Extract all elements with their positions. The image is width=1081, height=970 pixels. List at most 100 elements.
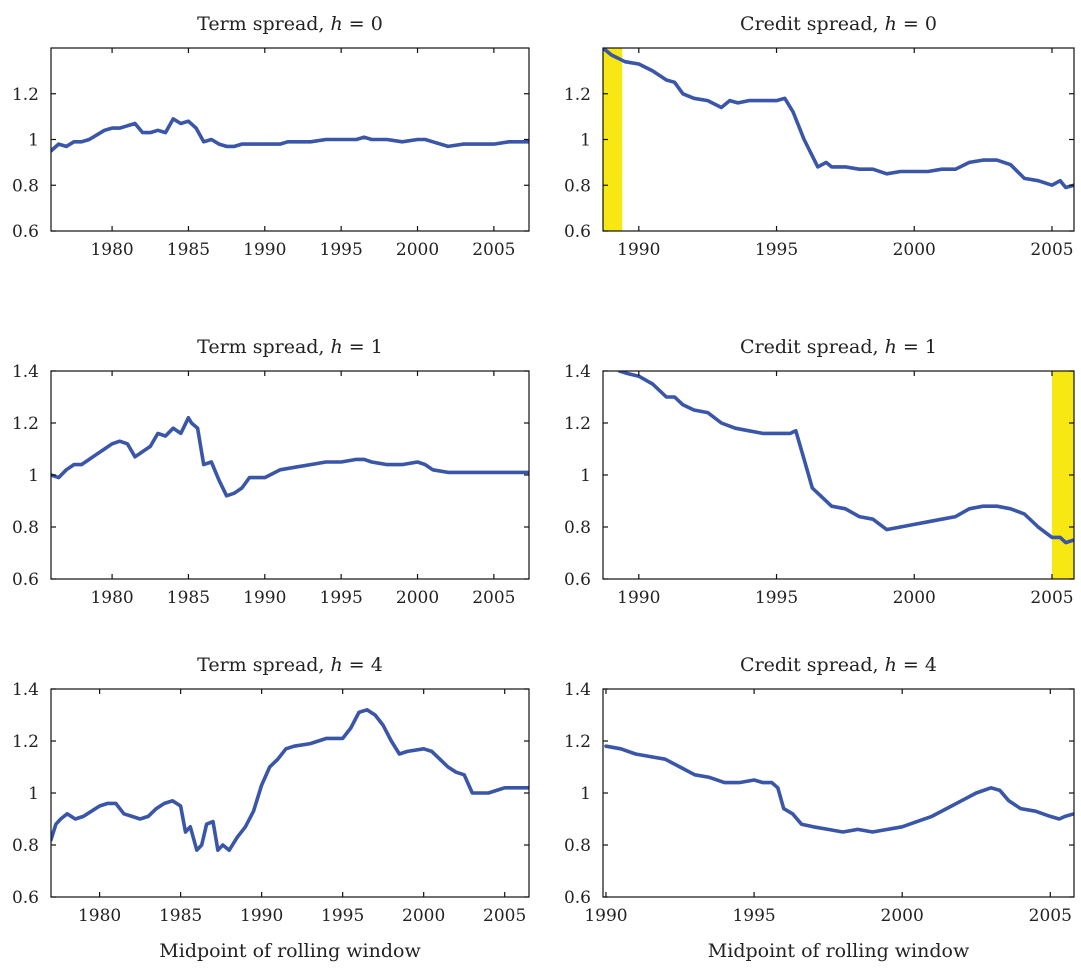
title-variable: h <box>885 654 897 676</box>
y-tick-label: 1 <box>28 784 39 804</box>
y-tick-label: 1.2 <box>12 85 39 105</box>
x-tick-label: 2000 <box>396 240 439 260</box>
y-tick-label: 0.8 <box>12 836 39 856</box>
x-tick-label: 2005 <box>483 906 526 926</box>
plot-frame <box>50 370 530 580</box>
y-tick-label: 0.8 <box>564 836 591 856</box>
chart-title: Term spread, h = 1 <box>197 336 383 358</box>
y-tick-label: 1.4 <box>12 362 39 382</box>
x-tick-label: 1995 <box>755 588 798 608</box>
x-tick-label: 1990 <box>240 906 283 926</box>
y-tick-label: 1.4 <box>12 680 39 700</box>
x-tick-label: 2005 <box>472 588 515 608</box>
x-tick-label: 2000 <box>396 588 439 608</box>
chart-title: Credit spread, h = 1 <box>740 336 937 358</box>
y-tick-label: 0.6 <box>564 570 591 590</box>
y-tick-label: 0.6 <box>12 222 39 242</box>
title-variable: h <box>331 13 343 35</box>
title-text: Credit spread, <box>740 654 885 676</box>
x-tick-label: 2000 <box>893 240 936 260</box>
highlight-band <box>1051 371 1074 579</box>
title-text: Credit spread, <box>740 13 885 35</box>
y-tick-label: 1.2 <box>564 85 591 105</box>
title-equals: = 0 <box>897 13 937 35</box>
y-tick-label: 1.2 <box>564 414 591 434</box>
chart-panel-3: 1980 1985 1990 1995 2000 2005 0.6 0.8 1 1.2 1.4 Ter… <box>12 336 530 608</box>
title-variable: h <box>331 336 343 358</box>
x-axis-label: Midpoint of rolling window <box>708 940 970 962</box>
x-tick-label: 1995 <box>320 588 363 608</box>
y-tick-label: 0.6 <box>12 570 39 590</box>
x-tick-label: 1995 <box>320 240 363 260</box>
y-tick-label: 0.8 <box>564 518 591 538</box>
y-tick-label: 1 <box>580 784 591 804</box>
y-tick-label: 1.2 <box>564 732 591 752</box>
title-equals: = 1 <box>897 336 937 358</box>
x-tick-label: 1995 <box>755 240 798 260</box>
plot-frame <box>50 47 530 232</box>
x-tick-label: 1990 <box>617 240 660 260</box>
title-text: Term spread, <box>197 13 330 35</box>
title-equals: = 4 <box>897 654 937 676</box>
x-tick-label: 1980 <box>78 906 121 926</box>
series-line-1 <box>617 371 1074 545</box>
chart-title: Credit spread, h = 4 <box>740 654 937 676</box>
x-tick-label: 1995 <box>732 906 775 926</box>
y-tick-label: 0.6 <box>564 888 591 908</box>
x-tick-label: 1990 <box>584 906 627 926</box>
y-tick-label: 1.2 <box>12 414 39 434</box>
title-variable: h <box>331 654 343 676</box>
chart-panel-4: 1990 1995 2000 2005 0.6 0.8 1 1.2 1.4 Credit spre… <box>564 336 1075 608</box>
y-tick-label: 0.8 <box>12 176 39 196</box>
x-tick-label: 1985 <box>167 240 210 260</box>
plot-frame <box>602 47 1075 232</box>
chart-panel-6: 1990 1995 2000 2005 0.6 0.8 1 1.2 1.4 Credit spre… <box>564 654 1075 962</box>
x-axis-label: Midpoint of rolling window <box>159 940 421 962</box>
x-tick-label: 1985 <box>159 906 202 926</box>
y-tick-label: 0.6 <box>12 888 39 908</box>
chart-panel-1: 1980 1985 1990 1995 2000 2005 0.6 0.8 1 1.2 Term s… <box>12 13 530 260</box>
title-equals: = 4 <box>343 654 383 676</box>
title-text: Credit spread, <box>740 336 885 358</box>
y-tick-label: 1 <box>28 131 39 151</box>
x-tick-label: 1990 <box>243 588 286 608</box>
x-tick-label: 2000 <box>402 906 445 926</box>
x-tick-label: 2005 <box>1030 588 1073 608</box>
y-tick-label: 1.4 <box>564 362 591 382</box>
series-line-1 <box>51 415 529 498</box>
chart-panel-2: 1990 1995 2000 2005 0.6 0.8 1 1.2 Credit spread,… <box>564 13 1075 260</box>
x-tick-label: 2000 <box>881 906 924 926</box>
y-tick-label: 1.4 <box>564 680 591 700</box>
y-tick-label: 1 <box>580 466 591 486</box>
title-equals: = 0 <box>343 13 383 35</box>
y-tick-label: 0.8 <box>12 518 39 538</box>
title-equals: = 1 <box>343 336 383 358</box>
title-text: Term spread, <box>197 336 330 358</box>
title-variable: h <box>885 336 897 358</box>
chart-panel-5: 1980 1985 1990 1995 2000 2005 0.6 0.8 1 1.2 1.4 Ter… <box>12 654 530 962</box>
x-tick-label: 1990 <box>617 588 660 608</box>
title-variable: h <box>885 13 897 35</box>
x-tick-label: 2005 <box>1030 240 1073 260</box>
chart-title: Credit spread, h = 0 <box>740 13 937 35</box>
x-tick-label: 1990 <box>243 240 286 260</box>
title-text: Term spread, <box>197 654 330 676</box>
x-tick-label: 1980 <box>90 588 133 608</box>
series-line-1 <box>603 48 1074 190</box>
y-tick-label: 0.8 <box>564 176 591 196</box>
chart-title: Term spread, h = 0 <box>197 13 383 35</box>
chart-title: Term spread, h = 4 <box>197 654 383 676</box>
series-line-1 <box>51 117 529 153</box>
plot-frame <box>50 688 530 898</box>
y-tick-label: 1 <box>580 131 591 151</box>
y-tick-label: 1.2 <box>12 732 39 752</box>
x-tick-label: 1980 <box>90 240 133 260</box>
x-tick-label: 1985 <box>167 588 210 608</box>
series-line-1 <box>604 744 1074 834</box>
y-tick-label: 1 <box>28 466 39 486</box>
series-line-1 <box>51 707 529 853</box>
y-tick-label: 0.6 <box>564 222 591 242</box>
plot-frame <box>602 370 1075 580</box>
x-tick-label: 1995 <box>321 906 364 926</box>
